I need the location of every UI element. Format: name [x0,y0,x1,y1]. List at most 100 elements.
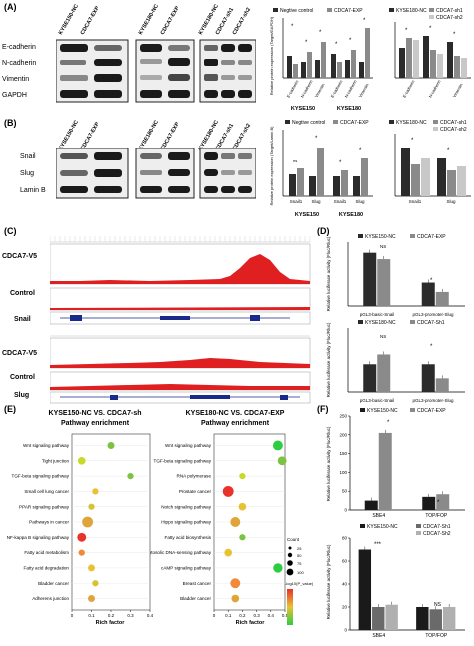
row-label: N-cadherin [2,60,37,67]
x-tick-label: 0.5 [282,613,289,618]
annotation: NS [380,244,386,249]
y-tick-label: Tight junction [42,458,70,463]
legend-item: CDCA7-sh1 [440,120,467,126]
y-tick-label: Prostate cancer [179,489,212,494]
bubble [88,595,95,603]
x-tick-label: N-cadherin [300,79,314,98]
svg-text:*: * [339,160,342,166]
y-axis-label: Relative protein expression (Target/GAPD… [269,16,274,95]
bar [435,378,449,392]
legend-item: CDCA7-sh2 [436,15,463,21]
x-tick-label: 0.2 [239,613,246,618]
panel-label-d: (D) [317,226,330,236]
bar [358,549,372,630]
bubble [230,517,241,527]
bubble [82,516,94,528]
x-tick-label: pGL3-promoter-Slug [412,312,454,317]
svg-text:*: * [363,18,366,24]
panel-label-e: (E) [4,404,16,414]
x-tick-label: E-cadherin [402,79,416,98]
x-tick-label: Vimentin [314,83,326,99]
x-tick-label: pGL3-basic-Snail [360,398,395,403]
x-tick-label: pGL3-basic-Snail [360,312,395,317]
bubble [273,563,283,573]
svg-text:*: * [359,148,362,154]
x-tick-label: SBE4 [372,513,385,519]
y-tick-label: 40 [342,582,348,587]
legend-item: KYSE150-NC [367,408,398,414]
x-tick-label: TOP/FOP [425,633,448,639]
legend-item: 100 [297,570,304,575]
x-tick-label: 0.1 [225,613,232,618]
group-label: KYSE150 [291,106,315,112]
y-tick-label: Wnt signaling pathway [23,443,70,448]
y-tick-label: TGF-beta signaling pathway [154,458,212,463]
x-tick-label: Slug [311,199,321,204]
bar [442,607,456,630]
chart-b1: Negtive control CDCA7-EXP ns * * * Relative… [269,120,373,218]
row-label: Snail [20,153,36,160]
bubble [92,488,99,495]
bubble [77,456,86,465]
bar [385,604,398,630]
group-label: KYSE150 [295,212,319,218]
y-tick-label: 200 [339,432,347,437]
y-tick-label: TGF-beta signaling pathway [12,474,70,479]
x-tick-label: Snail1 [290,199,303,204]
chart-subtitle: Pathway enrichment [60,420,130,427]
bar [416,607,429,630]
group-label: KYSE180 [337,106,361,112]
row-label: Slug [20,170,35,177]
bubble [78,549,85,556]
bubble [277,456,287,466]
x-tick-label: N-cadherin [344,79,358,98]
x-tick-label: Snail1 [334,199,347,204]
x-tick-label: E-cadherin [330,79,344,98]
x-tick-label: pGL3-promoter-Slug [412,398,454,403]
y-axis-label: Relative luciferase activity (Fluc/Rluc) [326,236,331,311]
y-tick-label: Cytosolic DNA-sensing pathway [150,550,212,555]
row-label: Lamin B [20,187,46,194]
legend-item: 25 [297,546,302,551]
svg-text:*: * [305,40,308,46]
bar [377,259,391,306]
western-blot-a [56,39,256,103]
x-tick-label: 0.1 [88,613,95,618]
bubble [107,441,115,449]
x-tick-label: 0.4 [147,613,154,618]
bubble [77,532,87,542]
panel-label-b: (B) [4,118,17,128]
col-label: CDCA7-EXP [159,5,181,36]
y-tick-label: Fatty acid degradation [24,566,70,571]
y-tick-label: 60 [342,559,348,564]
bubble [127,472,134,480]
legend-item: KYSE150-NC [367,524,398,530]
bubble [238,502,247,511]
legend-item: CDCA7-Sh1 [417,320,445,326]
legend-item: KYSE180-NC [396,120,427,126]
svg-text:*: * [405,28,408,34]
annotation: NS [434,602,442,608]
chart-a1: Negtive control CDCA7-EXP * * * * * * Relati… [269,8,373,112]
bubble [222,485,234,497]
x-axis-label: Rich factor [96,620,126,626]
chart-d2: KYSE180-NC CDCA7-Sh1 Relative luciferase… [326,320,465,403]
x-tick-label: SBE4 [372,633,385,639]
bar [363,364,377,392]
track-label: Control [10,290,35,297]
bar [363,252,377,306]
svg-text:*: * [315,136,318,142]
svg-text:*: * [319,30,322,36]
chart-e1: Wnt signaling pathway Tight junction TGF-b… [7,433,154,626]
legend-item: 75 [297,561,302,566]
chart-title: KYSE180-NC VS. CDCA7-EXP [185,410,285,417]
y-tick-label: Fatty acid biosynthesis [165,535,212,540]
chart-title: KYSE150-NC VS. CDCA7-sh [48,410,142,417]
svg-text:*: * [453,32,456,38]
col-label: CDCA7-sh2 [231,6,253,36]
bar [429,609,442,630]
y-tick-label: Fatty acid metabolism [24,550,69,555]
y-tick-label: Pathways in cancer [29,520,69,525]
y-tick-label: Bladder cancer [38,581,69,586]
track-label: CDCA7-V5 [2,350,38,357]
